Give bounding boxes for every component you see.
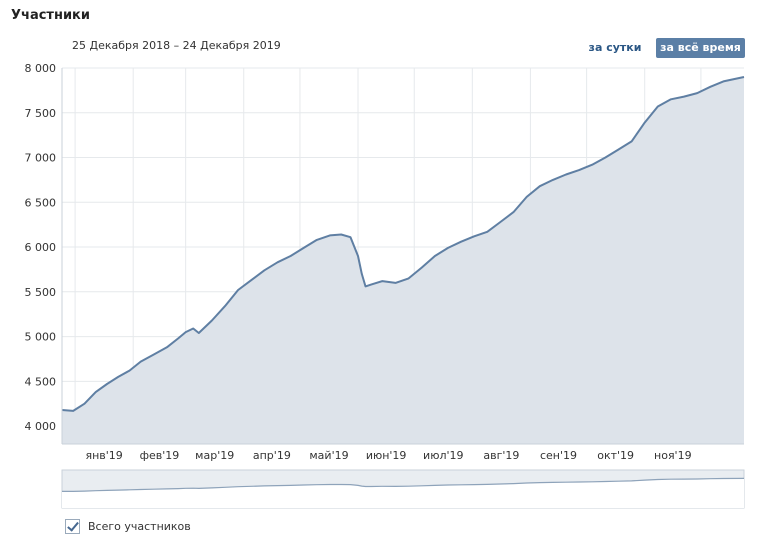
navigator-area [62, 478, 744, 508]
range-navigator[interactable] [61, 469, 745, 509]
x-axis: янв'19 фев'19 мар'19 апр'19 май'19 июн'19 июл'… [62, 443, 744, 462]
y-tick-label: 7 500 [25, 107, 57, 120]
date-range: 25 Декабря 2018 – 24 Декабря 2019 [72, 39, 281, 52]
all-time-button[interactable]: за всё время [656, 38, 745, 58]
page-title: Участники [11, 8, 90, 23]
x-tick-label: июл'19 [423, 449, 463, 462]
y-tick-label: 4 000 [25, 420, 57, 433]
x-tick-label: авг'19 [483, 449, 519, 462]
legend-label: Всего участников [88, 520, 191, 533]
y-tick-label: 5 000 [25, 331, 57, 344]
x-tick-label: июн'19 [366, 449, 407, 462]
series-line [61, 76, 745, 412]
x-tick-label: мар'19 [195, 449, 234, 462]
y-tick-label: 5 500 [25, 286, 57, 299]
x-tick-label: ноя'19 [654, 449, 692, 462]
series-checkbox[interactable] [65, 519, 80, 534]
x-tick-label: май'19 [309, 449, 348, 462]
x-tick-label: фев'19 [140, 449, 180, 462]
x-tick-label: апр'19 [253, 449, 291, 462]
y-axis: 8 000 7 500 7 000 6 500 6 000 5 500 5 000 4 500… [25, 62, 63, 444]
legend[interactable]: Всего участников [65, 519, 191, 534]
y-tick-label: 4 500 [25, 375, 57, 388]
series-area [62, 77, 744, 444]
x-tick-label: янв'19 [85, 449, 122, 462]
x-tick-label: сен'19 [540, 449, 577, 462]
area-layer [61, 76, 745, 444]
y-tick-label: 6 500 [25, 196, 57, 209]
per-day-button[interactable]: за сутки [588, 41, 642, 54]
y-tick-label: 8 000 [25, 62, 57, 75]
navigator-line [62, 477, 745, 492]
y-tick-label: 6 000 [25, 241, 57, 254]
x-tick-label: окт'19 [597, 449, 634, 462]
y-tick-label: 7 000 [25, 152, 57, 165]
